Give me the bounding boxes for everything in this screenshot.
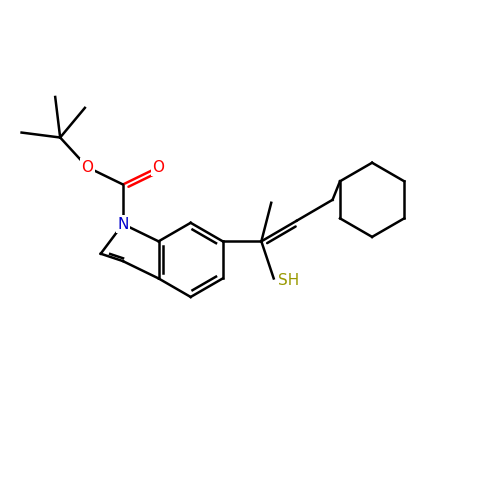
Text: O: O (82, 160, 94, 174)
Text: O: O (152, 160, 164, 174)
Text: N: N (118, 216, 128, 232)
Text: SH: SH (278, 274, 299, 288)
